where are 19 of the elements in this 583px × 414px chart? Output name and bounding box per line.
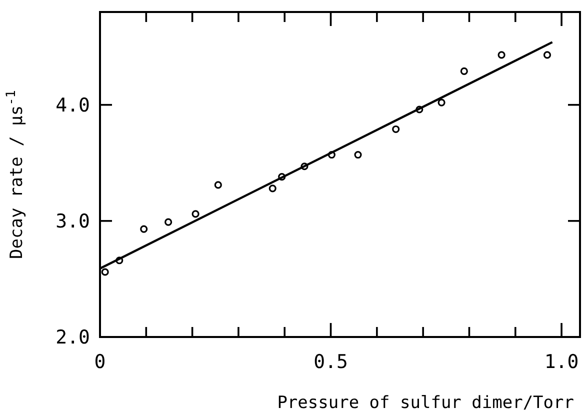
point [214,181,222,189]
y-tick-label: 3.0 [56,210,90,233]
point [164,218,172,226]
point [392,125,400,134]
x-tick-label: 0 [94,351,106,373]
x-tick-label: 0.5 [314,351,348,373]
point [354,150,362,159]
point [140,225,148,233]
point [460,67,468,75]
point [192,210,200,218]
point [268,184,276,192]
point [438,98,446,106]
point [498,51,506,59]
x-tick-label: 1.0 [544,351,579,373]
point [101,268,109,276]
point [543,51,552,59]
x-axis-title: Pressure of sulfur dimer/Torr [277,393,574,413]
y-tick-label: 4.0 [56,94,90,117]
y-tick-label: 2.0 [56,326,90,349]
